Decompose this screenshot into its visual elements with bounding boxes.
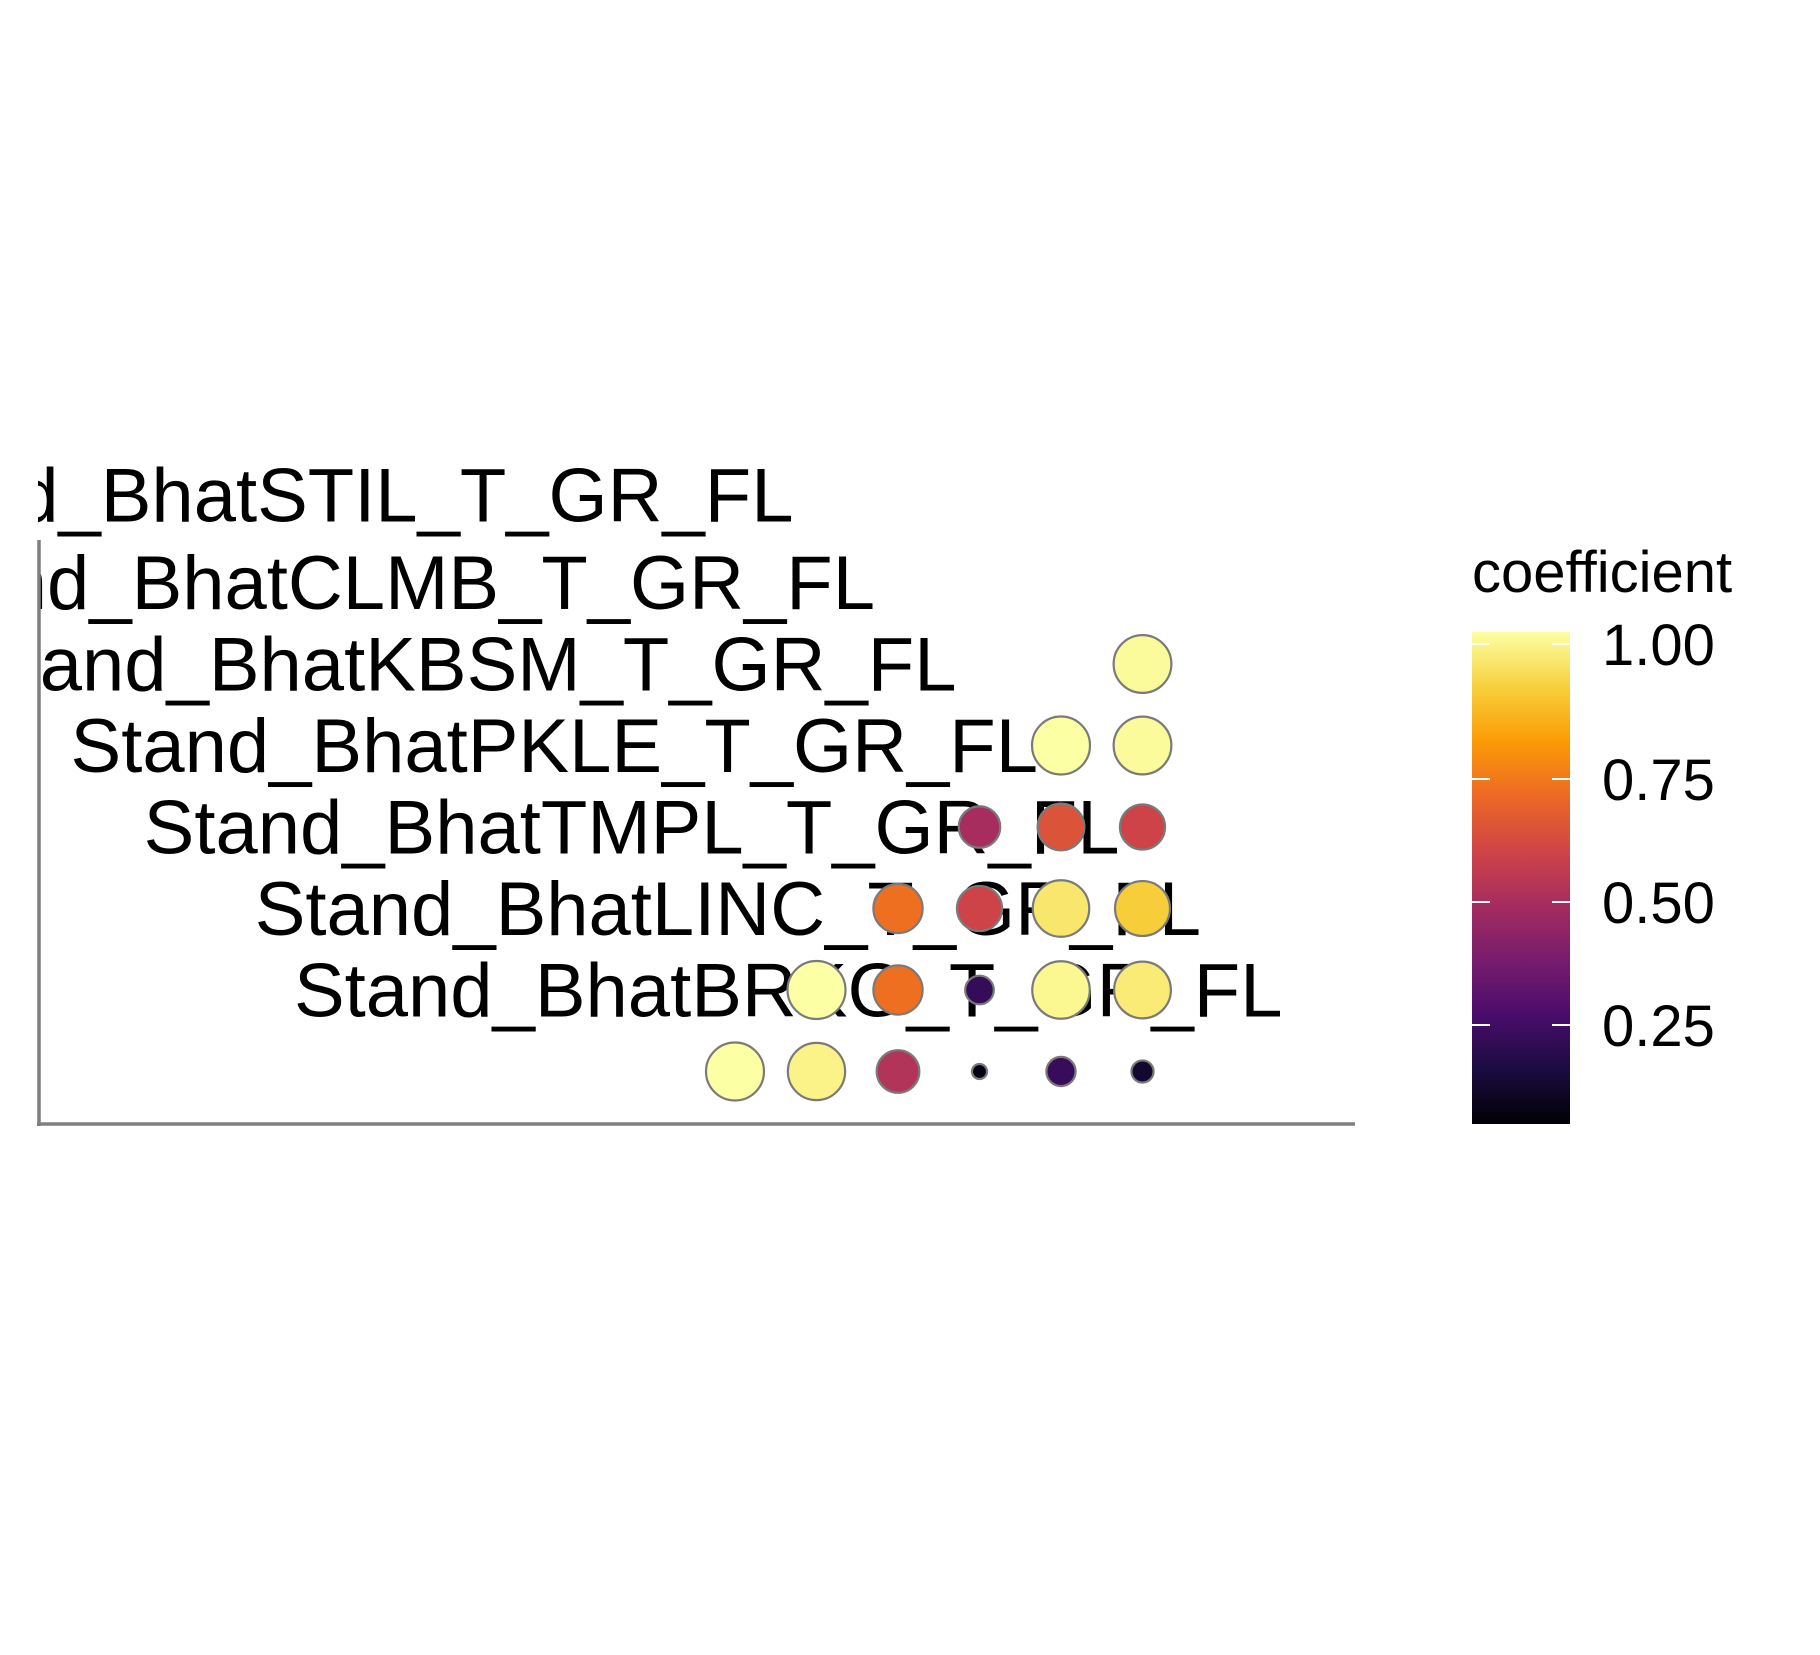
legend-tick-label: 0.25	[1602, 994, 1715, 1059]
dot-row3-col6	[1118, 803, 1167, 851]
dot-row5-col2	[786, 959, 847, 1021]
dot-row6-col1	[704, 1041, 766, 1102]
dot-row3-col5	[1036, 802, 1086, 852]
legend-tick-label: 1.00	[1602, 613, 1715, 678]
dot-row3-col4	[957, 805, 1002, 849]
color-legend: coefficient 1.00 0.75 0.50 0.25	[1472, 540, 1732, 1124]
dot-row4-col3	[872, 882, 924, 935]
dot-row6-col2	[786, 1041, 847, 1102]
row-label: Stand_BhatTMPL_T_GR_FL	[144, 786, 1120, 871]
dot-row1-col6	[1112, 634, 1173, 694]
row-label: Stand_BhatSTIL_T_GR_FL	[0, 454, 794, 539]
dot-row6-col5	[1045, 1055, 1077, 1088]
dot-row2-col6	[1112, 715, 1173, 776]
dot-row2-col5	[1030, 715, 1092, 776]
dot-row5-col5	[1031, 960, 1091, 1020]
dot-row6-col3	[875, 1049, 921, 1094]
row-label: Stand_BhatKBSM_T_GR_FL	[0, 623, 957, 708]
legend-tick-label: 0.50	[1602, 871, 1715, 936]
dot-row5-col4	[964, 974, 995, 1006]
legend-tick-label: 0.75	[1602, 748, 1715, 813]
dot-row4-col4	[955, 884, 1004, 933]
row-label: Stand_BhatPKLE_T_GR_FL	[71, 704, 1038, 789]
dot-row6-col4	[970, 1062, 989, 1081]
dots-layer	[704, 634, 1173, 1102]
dot-row5-col6	[1113, 960, 1172, 1020]
dot-row6-col6	[1130, 1059, 1155, 1084]
colorbar	[1472, 632, 1570, 1124]
dot-row5-col3	[872, 964, 924, 1016]
legend-title: coefficient	[1472, 540, 1732, 605]
dot-row4-col5	[1031, 879, 1091, 938]
row-label: Stand_BhatCLMB_T_GR_FL	[0, 541, 875, 626]
dot-row4-col6	[1113, 879, 1172, 938]
